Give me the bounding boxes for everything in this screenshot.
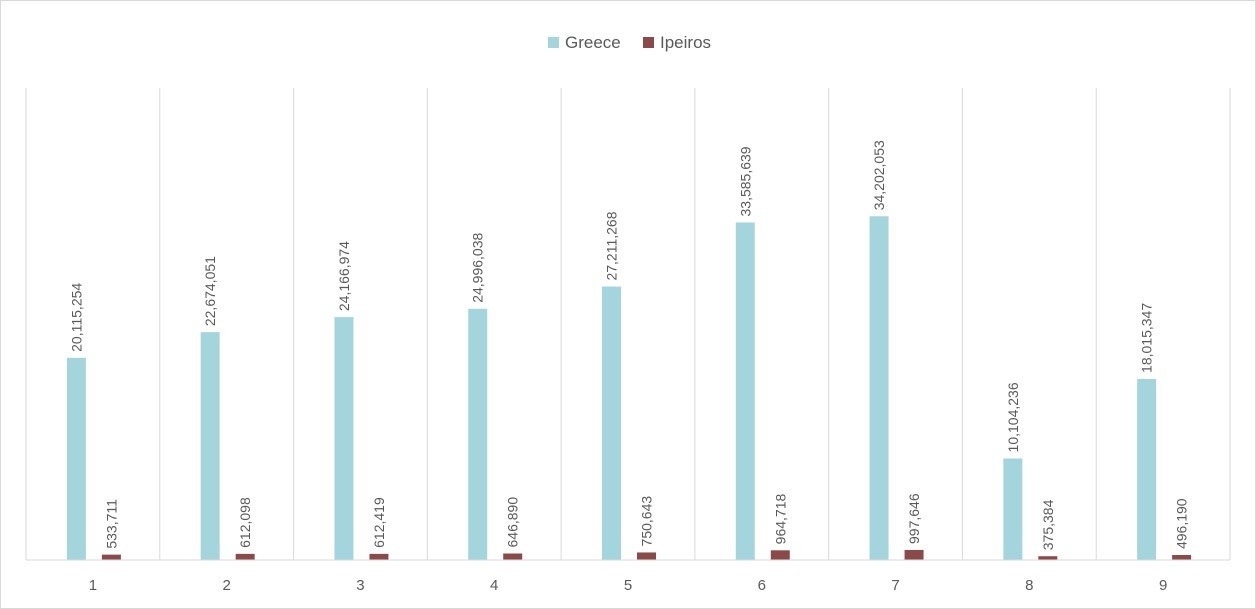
- bar-ipeiros: [369, 553, 389, 560]
- data-label-greece: 18,015,347: [1139, 303, 1155, 373]
- data-label-ipeiros: 750,643: [639, 496, 655, 547]
- legend-swatch-ipeiros: [643, 37, 654, 48]
- x-tick-label: 2: [222, 577, 230, 594]
- x-tick-label: 6: [758, 577, 766, 594]
- data-label-ipeiros: 964,718: [772, 493, 788, 544]
- bar-ipeiros: [101, 554, 121, 560]
- x-tick-label: 1: [89, 577, 97, 594]
- bar-ipeiros: [637, 552, 656, 560]
- bar-ipeiros: [904, 549, 924, 560]
- bar-greece: [200, 332, 220, 560]
- bar-greece: [66, 357, 86, 560]
- data-label-ipeiros: 375,384: [1040, 499, 1056, 550]
- category-gridlines: [25, 88, 1231, 560]
- x-tick-label: 9: [1159, 577, 1167, 594]
- bar-greece: [334, 317, 354, 560]
- data-label-ipeiros: 997,646: [906, 493, 922, 544]
- data-label-greece: 34,202,053: [871, 140, 887, 210]
- x-tick-label: 5: [624, 577, 632, 594]
- bar-ipeiros: [1038, 556, 1058, 560]
- data-label-greece: 27,211,268: [604, 211, 620, 280]
- legend: Greece Ipeiros: [548, 33, 711, 52]
- bars: [66, 216, 1192, 561]
- bar-ipeiros: [235, 553, 255, 560]
- bar-greece: [1137, 378, 1157, 560]
- bar-greece: [735, 222, 755, 560]
- legend-label-ipeiros: Ipeiros: [660, 33, 711, 52]
- data-label-ipeiros: 496,190: [1174, 498, 1190, 549]
- bar-greece: [869, 216, 889, 561]
- x-tick-label: 4: [490, 577, 498, 594]
- bar-ipeiros: [770, 550, 790, 560]
- data-label-ipeiros: 612,419: [371, 497, 387, 548]
- x-tick-label: 8: [1025, 577, 1033, 594]
- legend-swatch-greece: [548, 37, 559, 48]
- data-label-ipeiros: 646,890: [505, 497, 521, 548]
- bar-ipeiros: [1172, 555, 1192, 560]
- data-label-greece: 24,166,974: [336, 241, 352, 311]
- bar-greece: [1003, 458, 1023, 560]
- data-label-greece: 33,585,639: [737, 146, 753, 216]
- data-label-ipeiros: 533,711: [103, 499, 119, 549]
- x-tick-label: 7: [891, 577, 899, 594]
- data-labels: 20,115,254 533,711 22,674,051 612,098 24,166…: [68, 140, 1189, 550]
- legend-label-greece: Greece: [565, 33, 621, 52]
- data-label-greece: 20,115,254: [68, 283, 84, 352]
- data-label-greece: 10,104,236: [1005, 382, 1021, 452]
- data-label-greece: 22,674,051: [202, 256, 218, 326]
- data-label-ipeiros: 612,098: [237, 497, 253, 548]
- bar-ipeiros: [503, 553, 523, 560]
- x-tick-label: 3: [356, 577, 364, 594]
- bar-greece: [602, 286, 621, 560]
- x-tick-labels: 1 2 3 4 5 6 7 8 9: [89, 577, 1168, 594]
- bar-greece: [468, 308, 488, 560]
- data-label-greece: 24,996,038: [470, 233, 486, 303]
